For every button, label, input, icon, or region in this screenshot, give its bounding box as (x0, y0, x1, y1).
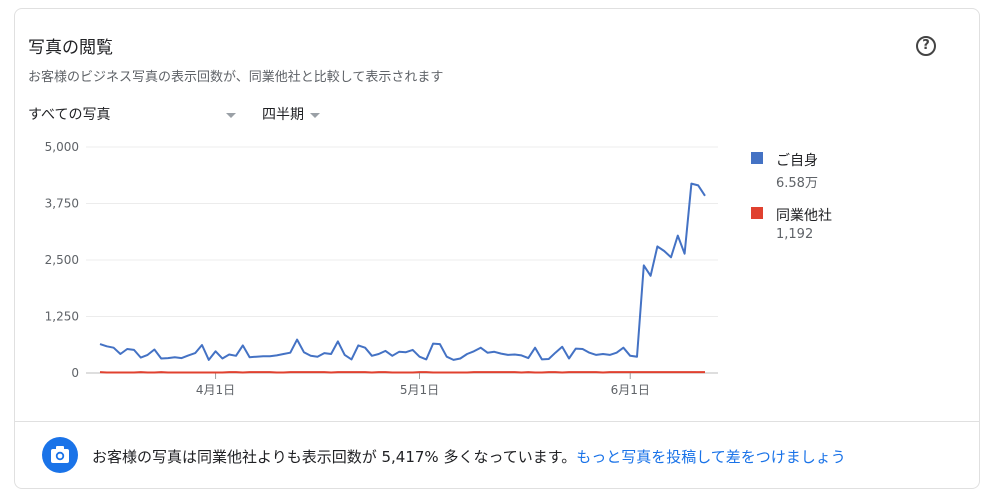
legend-value: 1,192 (776, 227, 814, 242)
legend-swatch (751, 207, 763, 219)
footer-prefix: お客様の写真は同業他社よりも表示回数が (92, 448, 382, 466)
card-subtitle: お客様のビジネス写真の表示回数が、同業他社と比較して表示されます (28, 70, 444, 85)
legend-value: 6.58万 (776, 176, 818, 191)
post-photos-link[interactable]: もっと写真を投稿して差をつけましょう (576, 448, 846, 466)
y-tick-label: 5,000 (45, 140, 79, 154)
legend-name: 同業他社 (776, 208, 832, 224)
series-line (99, 182, 706, 361)
y-tick-label: 0 (71, 366, 79, 380)
camera-icon (42, 437, 78, 473)
chevron-down-icon (310, 112, 320, 118)
footer-suffix: 多くなっています。 (438, 448, 577, 466)
x-tick-label: 5月1日 (400, 383, 439, 397)
chevron-down-icon[interactable] (226, 113, 236, 118)
y-tick-label: 1,250 (45, 310, 79, 324)
legend-swatch (751, 152, 763, 164)
card-title: 写真の閲覧 (28, 38, 113, 58)
help-circle-icon[interactable]: ? (916, 36, 936, 56)
x-tick-label: 4月1日 (196, 383, 235, 397)
photo-type-label: すべての写真 (28, 107, 111, 123)
x-tick-label: 6月1日 (611, 383, 650, 397)
legend-name: ご自身 (776, 153, 818, 169)
footer-percent: 5,417% (381, 448, 439, 466)
period-dropdown[interactable]: 四半期 (262, 104, 320, 124)
photo-type-dropdown[interactable]: すべての写真 (28, 104, 110, 124)
line-chart: 0 1,250 2,500 3,750 5,000 4月1日 5月1日 6月1日 (45, 140, 718, 397)
period-label: 四半期 (262, 107, 304, 123)
divider (14, 421, 980, 422)
photo-views-card (14, 8, 980, 489)
footer-message: お客様の写真は同業他社よりも表示回数が 5,417% 多くなっています。もっと写… (92, 446, 846, 467)
y-tick-label: 3,750 (45, 197, 79, 211)
y-tick-label: 2,500 (45, 253, 79, 267)
